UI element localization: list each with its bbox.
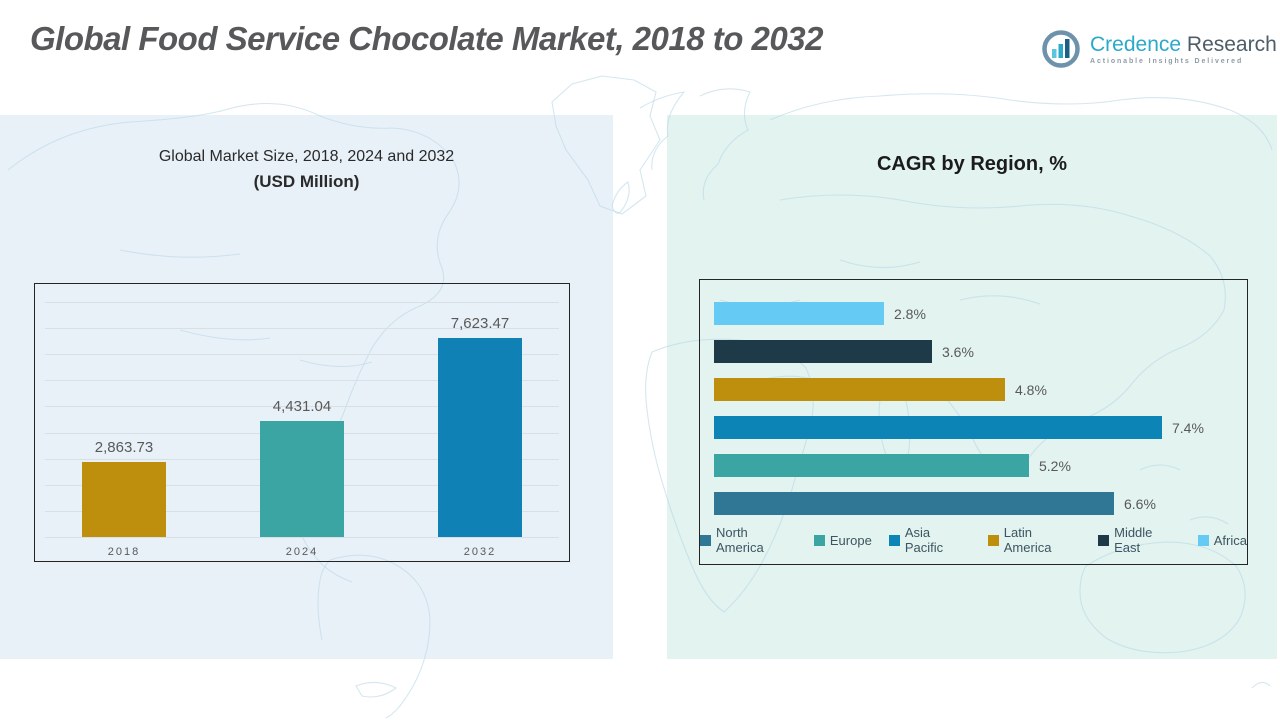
cagr-value-label: 3.6% [942, 343, 974, 360]
market-size-bar-2018 [82, 462, 166, 537]
market-size-bar-group-2032: 7,623.47 2032 [391, 302, 569, 558]
logo-bar-chart-icon [1042, 30, 1080, 68]
legend-label: North America [716, 525, 764, 555]
legend-label: Asia Pacific [904, 525, 944, 555]
market-size-chart-bars: 2,863.73 2018 4,431.04 2024 7,623.47 2032 [35, 302, 569, 558]
market-size-bar-2032 [438, 338, 522, 537]
cagr-bar-row-latin-america: 4.8% [714, 378, 1247, 401]
market-size-heading-line2: (USD Million) [253, 172, 360, 191]
cagr-value-label: 2.8% [894, 305, 926, 322]
gridline [45, 406, 559, 408]
legend-item-africa: Africa [1197, 525, 1247, 555]
legend-item-europe: Europe [813, 525, 872, 555]
market-size-bar-2024 [260, 421, 344, 537]
market-size-axis-label: 2024 [285, 546, 319, 558]
cagr-bar-north-america [714, 492, 1114, 515]
gridline [45, 354, 559, 356]
cagr-bar-asia-pacific [714, 416, 1162, 439]
cagr-chart: 2.8% 3.6% 4.8% 7.4% 5.2% 6.6% North America Eu… [699, 279, 1248, 565]
cagr-chart-legend: North America Europe Asia Pacific Latin Ame… [700, 525, 1247, 555]
cagr-bar-africa [714, 302, 884, 325]
market-size-value-label: 4,431.04 [272, 398, 332, 415]
legend-item-latin-america: Latin America [987, 525, 1081, 555]
page-title: Global Food Service Chocolate Market, 20… [30, 20, 823, 57]
legend-label: Latin America [1003, 525, 1052, 555]
legend-swatch [1197, 534, 1209, 546]
cagr-value-label: 6.6% [1124, 495, 1156, 512]
cagr-bar-row-north-america: 6.6% [714, 492, 1247, 515]
logo-brand-primary: Credence [1090, 32, 1182, 56]
legend-label: Middle East [1114, 525, 1153, 555]
legend-label: Africa [1213, 532, 1247, 548]
cagr-value-label: 7.4% [1172, 419, 1204, 436]
cagr-bar-latin-america [714, 378, 1005, 401]
cagr-bar-middle-east [714, 340, 932, 363]
gridline [45, 328, 559, 330]
gridline [45, 537, 559, 538]
market-size-heading-line1: Global Market Size, 2018, 2024 and 2032 [158, 148, 455, 165]
legend-item-middle-east: Middle East [1098, 525, 1181, 555]
logo-tagline: Actionable Insights Delivered [1090, 57, 1244, 65]
cagr-bar-europe [714, 454, 1029, 477]
market-size-heading: Global Market Size, 2018, 2024 and 2032 … [0, 148, 613, 192]
cagr-bar-row-europe: 5.2% [714, 454, 1247, 477]
credence-research-logo: Credence Research Actionable Insights De… [1040, 28, 1277, 70]
legend-item-asia-pacific: Asia Pacific [888, 525, 971, 555]
logo-brand-secondary: Research [1186, 32, 1277, 56]
cagr-bar-row-africa: 2.8% [714, 302, 1247, 325]
cagr-value-label: 4.8% [1015, 381, 1047, 398]
legend-swatch [1098, 534, 1110, 546]
cagr-value-label: 5.2% [1039, 457, 1071, 474]
cagr-bar-row-asia-pacific: 7.4% [714, 416, 1247, 439]
cagr-bar-row-middle-east: 3.6% [714, 340, 1247, 363]
market-size-bar-group-2018: 2,863.73 2018 [35, 302, 213, 558]
market-size-value-label: 7,623.47 [450, 315, 510, 332]
legend-label: Europe [829, 532, 872, 548]
cagr-chart-bars: 2.8% 3.6% 4.8% 7.4% 5.2% 6.6% [714, 302, 1247, 530]
market-size-axis-label: 2018 [107, 546, 141, 558]
legend-swatch [888, 534, 900, 546]
legend-item-north-america: North America [700, 525, 797, 555]
cagr-heading: CAGR by Region, % [876, 153, 1067, 175]
legend-swatch [813, 534, 825, 546]
market-size-chart: 2,863.73 2018 4,431.04 2024 7,623.47 2032 [34, 283, 570, 562]
market-size-axis-label: 2032 [463, 546, 497, 558]
market-size-value-label: 2,863.73 [94, 439, 154, 456]
logo-text: Credence Research Actionable Insights De… [1090, 32, 1277, 65]
gridline [45, 380, 559, 382]
legend-swatch [987, 534, 999, 546]
logo-wordmark: Credence Research [1090, 32, 1277, 56]
legend-swatch [700, 534, 711, 546]
market-size-bar-group-2024: 4,431.04 2024 [213, 302, 391, 558]
gridline [45, 302, 559, 303]
